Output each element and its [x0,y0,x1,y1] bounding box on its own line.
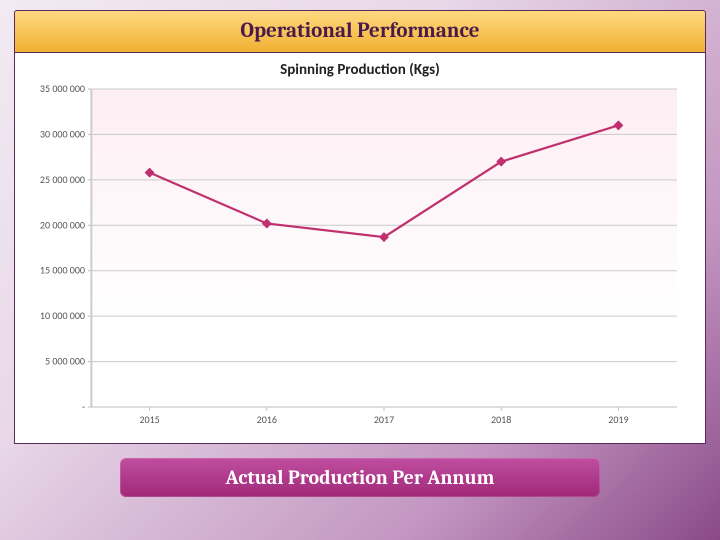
x-tick-label: 2017 [374,413,394,426]
y-tick-label: 10 000 000 [40,309,85,322]
y-tick-label: 35 000 000 [40,83,85,95]
x-tick-label: 2018 [491,413,511,426]
chart-container: Spinning Production (Kgs) - 5 000 000 10 0… [14,52,706,444]
y-tick-label: 5 000 000 [45,355,85,368]
footer-caption: Actual Production Per Annum [120,458,600,497]
y-tick-label: 30 000 000 [40,127,85,140]
y-tick-label: 25 000 000 [40,173,85,186]
chart-title: Spinning Production (Kgs) [29,61,691,79]
line-chart: - 5 000 000 10 000 000 15 000 000 20 000 000… [29,83,689,433]
y-tick-label: 20 000 000 [40,218,85,231]
x-tick-label: 2019 [608,413,628,426]
y-tick-label: 15 000 000 [40,264,85,277]
x-tick-label: 2016 [257,413,277,426]
page-title: Operational Performance [14,10,706,54]
y-tick-label: - [82,400,85,413]
x-tick-label: 2015 [139,413,159,426]
